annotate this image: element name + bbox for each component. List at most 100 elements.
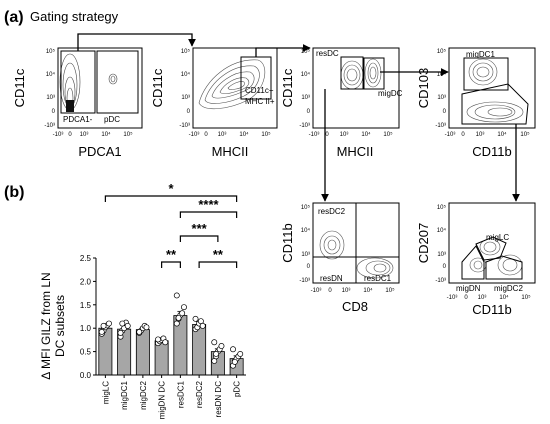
svg-text:10³: 10³ [478, 295, 487, 301]
svg-text:10³: 10³ [476, 132, 485, 138]
plot-5-ylabel: CD11b [280, 223, 295, 263]
sig-bracket-0 [104, 195, 238, 202]
svg-text:-10³: -10³ [445, 132, 456, 138]
svg-text:-10³: -10³ [299, 123, 310, 129]
svg-text:0: 0 [443, 264, 447, 270]
svg-text:0: 0 [68, 132, 72, 138]
x-tick-label: pDC [233, 381, 242, 397]
plot-2-frame [192, 47, 278, 129]
svg-text:10⁵: 10⁵ [301, 48, 311, 55]
svg-text:-10³: -10³ [447, 295, 458, 301]
plot-4-gate-label-1: migDC1 [466, 50, 495, 59]
plot-4: migDC1 10⁵ 10⁴ 10³ 0 -10³ -10³ 0 10³ 10⁴… [416, 47, 536, 159]
bar-chart-ylabel-line1: Δ MFI GILZ from LN [39, 272, 53, 379]
panel-a-title: Gating strategy [30, 9, 119, 24]
svg-text:10⁵: 10⁵ [261, 131, 271, 138]
svg-text:10⁴: 10⁴ [301, 227, 311, 234]
data-point [100, 322, 107, 329]
plot-6-gate-miglc [475, 236, 507, 261]
plot-4-gate-other [461, 83, 529, 125]
plot-1-xticks: -10³ 0 10³ 10⁴ 10⁵ [53, 131, 133, 138]
plot-5-xlabel: CD8 [342, 299, 368, 314]
plot-5-xticks: -10³ 0 10³ 10⁴ 10⁵ [311, 287, 395, 294]
plot-3-gate-label-2: migDC [378, 89, 403, 98]
panel-a-tag: (a) [4, 9, 24, 26]
data-point [199, 322, 206, 329]
plot-5-gate-label-3: resDC1 [364, 274, 392, 283]
sig-label-1: **** [198, 197, 219, 212]
plot-3-gate-resdc [340, 56, 364, 90]
plot-6-xticks: -10³ 0 10³ 10⁴ 10⁵ [447, 294, 531, 301]
plot-5-gate-label-2: resDN [320, 274, 343, 283]
plot-3-ylabel: CD11c [280, 68, 295, 107]
svg-text:0: 0 [443, 109, 447, 115]
plot-1-xlabel: PDCA1 [78, 144, 121, 159]
plot-6-gate-label-3: migDC2 [494, 284, 523, 293]
x-tick-label: resDC1 [176, 380, 185, 408]
plot-1-gate-pdc [96, 50, 139, 114]
y-tick-label: 0.5 [80, 348, 92, 357]
plot-4-xlabel: CD11b [472, 144, 512, 159]
svg-text:0: 0 [187, 109, 191, 115]
svg-text:-10³: -10³ [44, 123, 55, 129]
bar-5 [192, 324, 207, 376]
svg-text:10⁵: 10⁵ [46, 48, 56, 55]
svg-text:0: 0 [52, 109, 56, 115]
plot-6: migLC migDN migDC2 10⁵ 10⁴ 10³ 0 -10³ -1… [416, 202, 536, 317]
data-point [230, 346, 236, 353]
bar-chart: Δ MFI GILZ from LN DC subsets 0.0 0.5 1.0 1… [39, 181, 246, 419]
svg-text:10³: 10³ [80, 132, 89, 138]
plot-5: resDC2 resDN resDC1 10⁵ 10⁴ 10³ 0 -10³ -… [280, 202, 400, 314]
plot-3: resDC migDC 10⁵ 10⁴ 10³ 0 -10³ -10³ 0 10… [280, 47, 403, 159]
bar-chart-ylabel-line2: DC subsets [53, 295, 67, 357]
plot-5-yticks: 10⁵ 10⁴ 10³ 0 -10³ [299, 204, 310, 284]
data-point [98, 328, 105, 335]
y-tick-label: 2.5 [80, 254, 92, 263]
plot-1-frame [57, 47, 143, 129]
x-tick-label: resDC2 [195, 380, 204, 408]
svg-text:10³: 10³ [340, 132, 349, 138]
svg-text:10⁵: 10⁵ [521, 294, 531, 301]
svg-text:0: 0 [307, 109, 311, 115]
svg-text:10⁵: 10⁵ [123, 131, 133, 138]
data-point [106, 320, 112, 327]
data-point [218, 343, 225, 349]
svg-text:10⁴: 10⁴ [363, 287, 373, 294]
x-tick-label: migDN DC [158, 381, 167, 419]
svg-text:10⁴: 10⁴ [497, 131, 507, 138]
svg-text:10⁵: 10⁵ [301, 204, 311, 211]
plot-1-dense-core [66, 100, 74, 112]
plot-6-yticks: 10⁵ 10⁴ 10³ 0 -10³ [435, 204, 446, 284]
svg-text:0: 0 [325, 132, 329, 138]
svg-text:10⁴: 10⁴ [181, 71, 191, 78]
data-point [175, 314, 182, 321]
svg-text:10⁵: 10⁵ [383, 131, 393, 138]
plot-3-xlabel: MHCII [337, 144, 374, 159]
plot-1-ylabel: CD11c [12, 68, 27, 107]
plot-3-gate-label-1: resDC [316, 49, 339, 58]
y-tick-label: 0.0 [80, 371, 92, 380]
y-tick-label: 1.5 [80, 301, 92, 310]
data-point [124, 322, 131, 329]
svg-text:10⁵: 10⁵ [181, 48, 191, 55]
svg-text:10⁵: 10⁵ [437, 204, 447, 211]
svg-text:0: 0 [461, 132, 465, 138]
plot-2-xticks: -10³ 0 10³ 10⁴ 10⁵ [189, 131, 271, 138]
data-point [211, 339, 218, 346]
svg-text:10⁴: 10⁴ [499, 294, 509, 301]
plot-2-gate-label-2: MHC II+ [245, 97, 275, 106]
data-point [155, 336, 161, 343]
svg-text:-10³: -10³ [435, 278, 446, 284]
data-point [192, 315, 199, 322]
plot-1-gate-label-1: PDCA1- [63, 115, 93, 124]
bar-chart-axes: 0.0 0.5 1.0 1.5 2.0 2.5 migLC migDC1 migDC2 migDN… [80, 254, 246, 419]
svg-text:10³: 10³ [181, 95, 190, 101]
plot-2-contours [198, 59, 266, 109]
svg-text:-10³: -10³ [435, 123, 446, 129]
svg-text:10³: 10³ [437, 95, 446, 101]
svg-text:10³: 10³ [218, 132, 227, 138]
plot-2-yticks: 10⁵ 10⁴ 10³ 0 -10³ [179, 48, 190, 129]
bars-layer [98, 292, 244, 376]
x-tick-label: migLC [101, 381, 110, 404]
plot-1-gate-label-2: pDC [104, 115, 120, 124]
